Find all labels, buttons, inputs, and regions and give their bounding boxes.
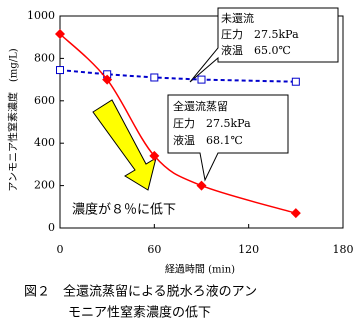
marker <box>197 75 206 84</box>
marker <box>55 29 65 40</box>
callout-text: 圧力 27.5kPa <box>173 117 251 130</box>
y-tick-label: 1000 <box>27 9 55 22</box>
x-axis-label: 経過時間 (min) <box>165 263 235 276</box>
y-tick-label: 200 <box>34 179 55 192</box>
x-tick-label: 60 <box>147 243 161 256</box>
callout-text: 液温 68.1℃ <box>173 133 243 147</box>
arrow <box>92 99 157 191</box>
marker <box>291 77 300 86</box>
marker <box>149 150 160 161</box>
y-tick-label: 600 <box>34 94 55 107</box>
callout-text: 圧力 27.5kPa <box>221 28 299 41</box>
callout-title: 全還流蒸留 <box>173 99 228 113</box>
caption: 図２ 全還流蒸留による脱水ろ液のアン <box>24 284 257 300</box>
marker <box>196 180 207 191</box>
x-tick-label: 120 <box>238 243 259 256</box>
y-tick-label: 400 <box>34 136 55 149</box>
y-axis-label: アンモニア性窒素濃度 (mg/L) <box>7 48 20 191</box>
callout-text: 液温 65.0℃ <box>221 43 291 57</box>
marker <box>290 208 301 219</box>
callout-box <box>167 94 289 182</box>
marker <box>56 66 64 75</box>
series-line <box>59 69 296 83</box>
marker <box>102 74 113 85</box>
x-tick-label: 0 <box>57 243 64 256</box>
y-tick-label: 0 <box>48 221 55 234</box>
caption: モニア性窒素濃度の低下 <box>68 305 211 321</box>
plot-frame <box>59 15 344 229</box>
annotation: 濃度が８％に低下 <box>72 202 176 218</box>
callout-box <box>189 7 339 83</box>
marker <box>150 73 159 82</box>
callout-title: 未還流 <box>221 11 254 25</box>
x-tick-label: 180 <box>333 243 354 256</box>
y-tick-label: 800 <box>34 51 55 64</box>
